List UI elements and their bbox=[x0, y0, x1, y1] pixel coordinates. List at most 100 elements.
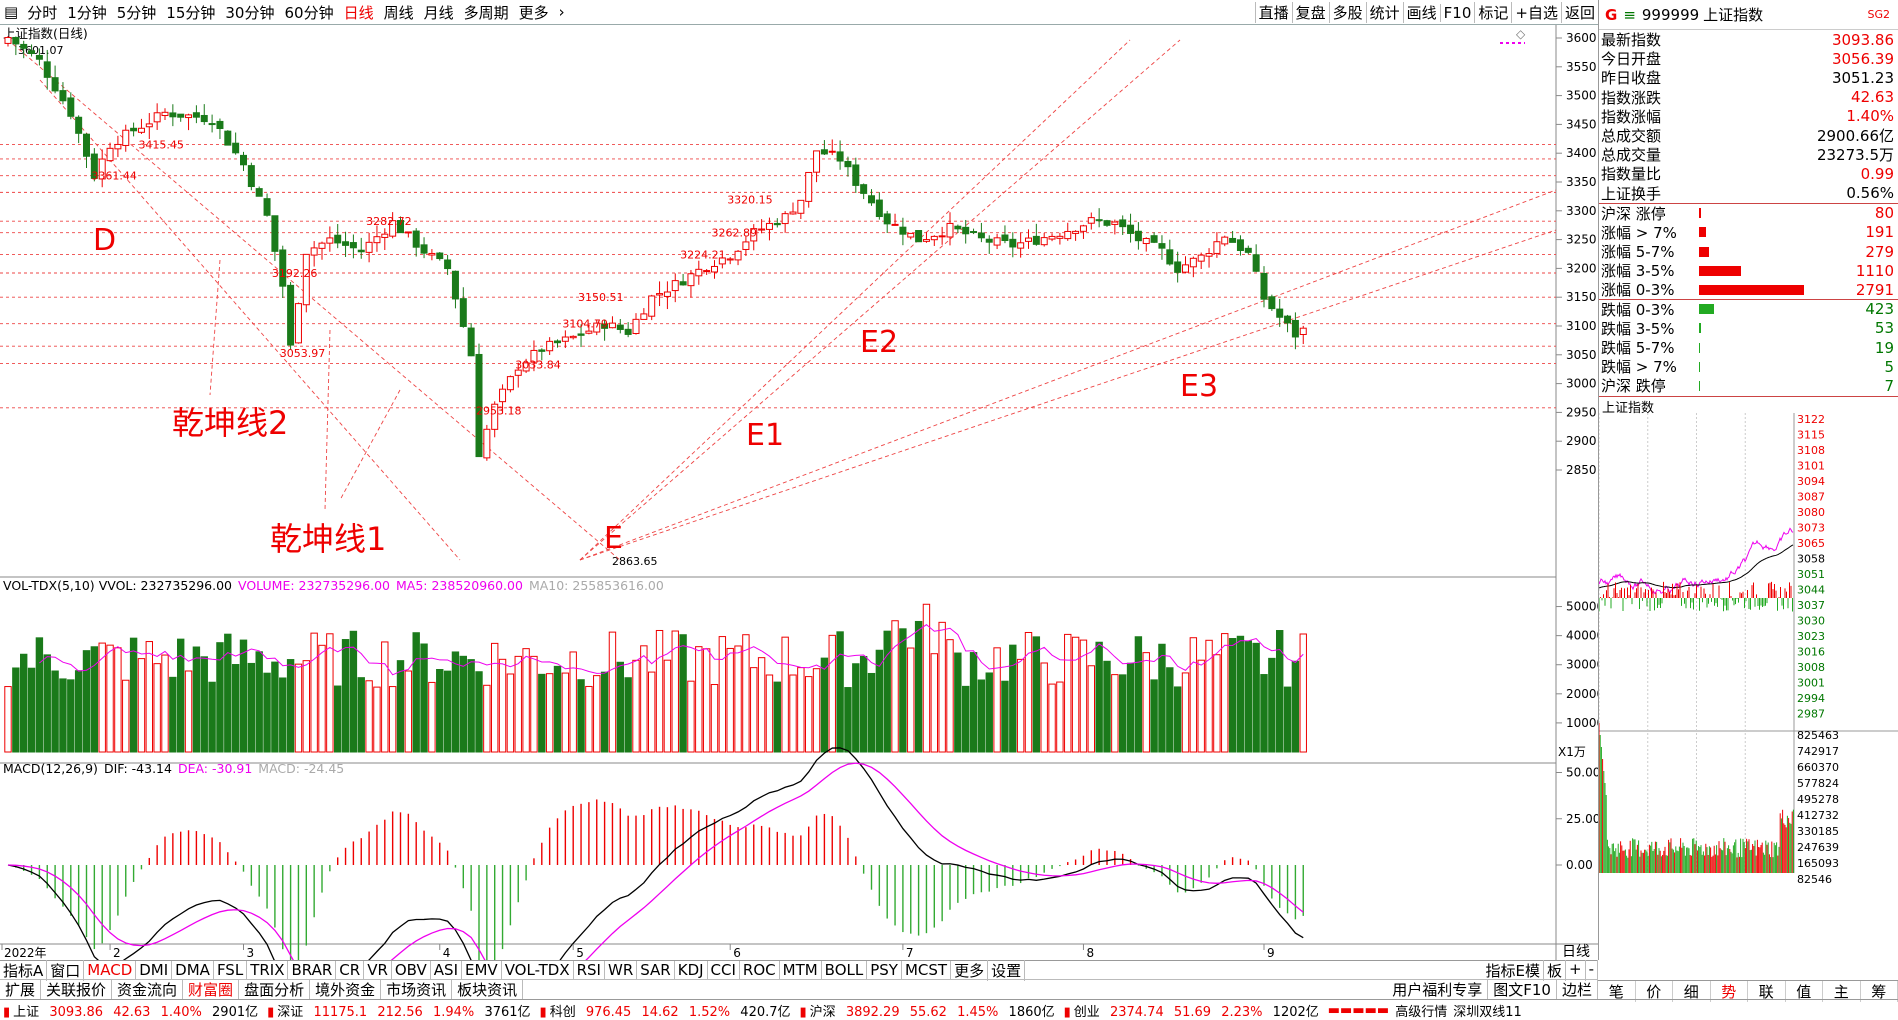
period-tab-8[interactable]: 月线 bbox=[423, 3, 454, 22]
tool-draw[interactable]: 画线 bbox=[1402, 2, 1440, 23]
intraday-mini-chart[interactable]: 3122 3115 3108 3101 3094 3087 3080 3073 3065 3058… bbox=[1598, 412, 1898, 968]
indicator-right-tool-1[interactable]: 板 bbox=[1544, 959, 1566, 981]
indicator-tab-9[interactable]: VR bbox=[364, 961, 392, 979]
indicator-tab-20[interactable]: MTM bbox=[780, 961, 822, 979]
candle-body-78 bbox=[616, 324, 624, 330]
indicator-tab-24[interactable]: 更多 bbox=[951, 959, 989, 981]
volume-bars bbox=[4, 603, 1307, 753]
sidebar-tab-1[interactable]: 价 bbox=[1636, 981, 1673, 1002]
indicator-right-tool-2[interactable]: + bbox=[1566, 959, 1586, 981]
period-tab-9[interactable]: 多周期 bbox=[463, 3, 509, 22]
indicator-tab-4[interactable]: DMA bbox=[172, 961, 214, 979]
tool-back[interactable]: 返回 bbox=[1560, 2, 1598, 23]
indicator-tab-21[interactable]: BOLL bbox=[822, 961, 868, 979]
candle-body-136 bbox=[1072, 230, 1080, 234]
tool-tab-7[interactable]: 板块资讯 bbox=[452, 979, 524, 1000]
sidebar-tab-2[interactable]: 细 bbox=[1673, 981, 1711, 1002]
period-tab-more[interactable]: 更多 bbox=[518, 3, 549, 22]
indicator-tab-11[interactable]: ASI bbox=[431, 961, 462, 979]
period-tab-2[interactable]: 5分钟 bbox=[116, 3, 157, 22]
tool-add-watchlist[interactable]: +自选 bbox=[1511, 2, 1561, 23]
list-icon[interactable]: ≡ bbox=[1623, 5, 1636, 24]
status-index-1[interactable]: ▮ 深证 11175.1 212.56 1.94% 3761亿 bbox=[264, 1001, 536, 1020]
vol-bar-28 bbox=[224, 633, 232, 753]
indicator-tab-8[interactable]: CR bbox=[336, 961, 365, 979]
tool-mark[interactable]: 标记 bbox=[1474, 2, 1511, 23]
indicator-tab-2[interactable]: MACD bbox=[84, 961, 137, 979]
status-index-0[interactable]: ▮ 上证 3093.86 42.63 1.40% 2901亿 bbox=[0, 1001, 264, 1020]
vol-bar-109 bbox=[859, 655, 868, 753]
status-index-3[interactable]: ▮ 沪深 3892.29 55.62 1.45% 1860亿 bbox=[797, 1001, 1061, 1020]
kline-chart[interactable]: 上证指数(日线) 3601.07 2863.65 ◇ 3415.453361.4… bbox=[0, 25, 1598, 960]
vol-bar-108 bbox=[852, 663, 860, 753]
vol-bar-130 bbox=[1024, 631, 1033, 753]
tool-right-tab-2[interactable]: 边栏 bbox=[1557, 979, 1598, 1000]
tool-f10[interactable]: F10 bbox=[1439, 3, 1475, 22]
indicator-tab-14[interactable]: RSI bbox=[574, 961, 605, 979]
indicator-tab-7[interactable]: BRAR bbox=[288, 961, 337, 979]
vol-bar-64 bbox=[506, 673, 515, 753]
trendline-4 bbox=[579, 39, 1181, 561]
period-tab-4[interactable]: 30分钟 bbox=[225, 3, 275, 22]
tool-multistock[interactable]: 多股 bbox=[1328, 2, 1366, 23]
status-tail-0[interactable]: 高级行情 bbox=[1395, 1004, 1448, 1020]
vol-bar-68 bbox=[538, 673, 546, 753]
tool-tab-3[interactable]: 财富圈 bbox=[183, 979, 240, 1000]
indicator-tab-12[interactable]: EMV bbox=[462, 961, 502, 979]
indicator-tab-15[interactable]: WR bbox=[605, 961, 638, 979]
tool-right-tab-1[interactable]: 图文F10 bbox=[1488, 979, 1557, 1000]
period-tab-1[interactable]: 1分钟 bbox=[67, 3, 107, 22]
tool-tab-5[interactable]: 境外资金 bbox=[310, 979, 382, 1000]
period-tab-daily[interactable]: 日线 bbox=[343, 3, 374, 22]
status-change: 51.69 bbox=[1173, 1004, 1212, 1020]
tool-right-tab-0[interactable]: 用户福利专享 bbox=[1387, 979, 1489, 1000]
tool-live[interactable]: 直播 bbox=[1254, 2, 1292, 23]
menu-icon[interactable]: ▤ bbox=[4, 3, 19, 21]
status-index-2[interactable]: ▮ 科创 976.45 14.62 1.52% 420.7亿 bbox=[537, 1001, 797, 1020]
indicator-tab-10[interactable]: OBV bbox=[392, 961, 431, 979]
tool-tab-0[interactable]: 扩展 bbox=[0, 979, 42, 1000]
mini-ytick-13: 3030 bbox=[1797, 614, 1825, 627]
indicator-right-tool-3[interactable]: - bbox=[1586, 959, 1598, 981]
indicator-right-tool-0[interactable]: 指标E模 bbox=[1483, 959, 1544, 981]
status-tail-1[interactable]: 深圳双线11 bbox=[1453, 1004, 1522, 1020]
diamond-icon[interactable]: ◇ bbox=[1516, 27, 1526, 41]
vol-bar-137 bbox=[1079, 639, 1088, 753]
period-tab-3[interactable]: 15分钟 bbox=[166, 3, 216, 22]
vol-bar-93 bbox=[734, 645, 742, 753]
period-tab-7[interactable]: 周线 bbox=[383, 3, 414, 22]
indicator-tab-18[interactable]: CCI bbox=[708, 961, 740, 979]
status-index-4[interactable]: ▮ 创业 2374.74 51.69 2.23% 1202亿 bbox=[1061, 1001, 1325, 1020]
indicator-tab-17[interactable]: KDJ bbox=[675, 961, 708, 979]
sidebar-tab-4[interactable]: 联 bbox=[1748, 981, 1786, 1002]
vol-bar-12 bbox=[98, 642, 106, 753]
indicator-tab-19[interactable]: ROC bbox=[740, 961, 780, 979]
status-amount: 420.7亿 bbox=[740, 1004, 791, 1020]
chevron-right-icon[interactable]: › bbox=[558, 3, 565, 21]
indicator-tab-0[interactable]: 指标A bbox=[0, 959, 48, 981]
tool-tab-4[interactable]: 盘面分析 bbox=[239, 979, 311, 1000]
indicator-tab-22[interactable]: PSY bbox=[867, 961, 902, 979]
sidebar-tab-5[interactable]: 值 bbox=[1786, 981, 1823, 1002]
indicator-tab-16[interactable]: SAR bbox=[637, 961, 675, 979]
sidebar-tab-3[interactable]: 势 bbox=[1711, 981, 1748, 1002]
indicator-tab-23[interactable]: MCST bbox=[902, 961, 952, 979]
indicator-tab-1[interactable]: 窗口 bbox=[47, 959, 85, 981]
period-tab-0[interactable]: 分时 bbox=[27, 3, 58, 22]
tool-stats[interactable]: 统计 bbox=[1365, 2, 1403, 23]
vol-bar-143 bbox=[1126, 662, 1135, 753]
indicator-tab-6[interactable]: TRIX bbox=[247, 961, 289, 979]
candle-body-49 bbox=[389, 220, 397, 237]
indicator-tab-13[interactable]: VOL-TDX bbox=[502, 961, 574, 979]
tool-tab-1[interactable]: 关联报价 bbox=[41, 979, 113, 1000]
indicator-tab-25[interactable]: 设置 bbox=[988, 959, 1026, 981]
tool-replay[interactable]: 复盘 bbox=[1291, 2, 1329, 23]
sidebar-tab-0[interactable]: 笔 bbox=[1598, 981, 1636, 1002]
tool-tab-6[interactable]: 市场资讯 bbox=[381, 979, 453, 1000]
tool-tab-2[interactable]: 资金流向 bbox=[112, 979, 184, 1000]
candle-body-97 bbox=[765, 222, 773, 230]
indicator-tab-5[interactable]: FSL bbox=[214, 961, 248, 979]
indicator-tab-3[interactable]: DMI bbox=[136, 961, 173, 979]
sidebar-tab-6[interactable]: 主 bbox=[1823, 981, 1861, 1002]
period-tab-5[interactable]: 60分钟 bbox=[284, 3, 334, 22]
